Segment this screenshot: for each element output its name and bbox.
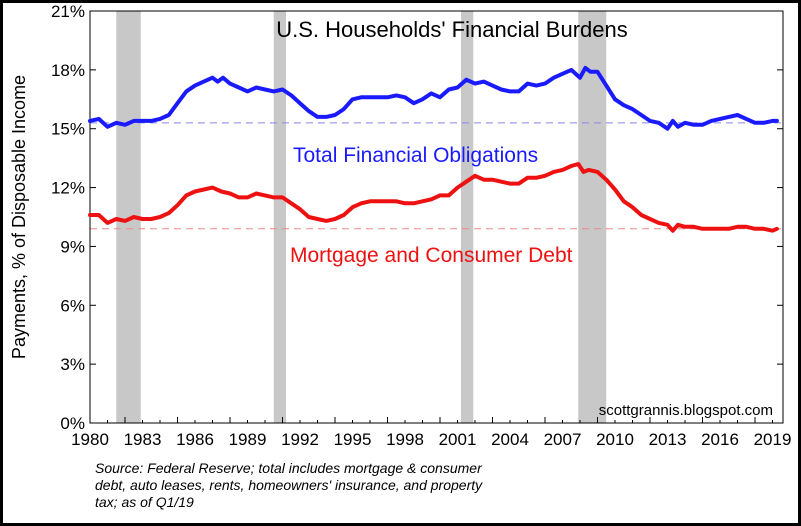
source-note-line-2: debt, auto leases, rents, homeowners' in…: [95, 477, 483, 493]
x-tick-label: 2016: [701, 430, 739, 449]
x-tick-label: 1980: [71, 430, 109, 449]
y-tick-label: 0%: [60, 414, 85, 433]
recession-band-2: [273, 11, 286, 423]
recession-bands: [116, 11, 607, 423]
y-axis-label: Payments, % of Disposable Income: [9, 75, 29, 359]
y-tick-label: 18%: [51, 61, 85, 80]
x-tick-label: 2010: [596, 430, 634, 449]
y-tick-label: 21%: [51, 3, 85, 21]
x-tick-label: 1995: [334, 430, 372, 449]
y-tick-label: 15%: [51, 120, 85, 139]
series-label-mortgage-consumer-debt: Mortgage and Consumer Debt: [290, 244, 573, 267]
x-tick-label: 2001: [439, 430, 477, 449]
y-tick-label: 6%: [60, 296, 85, 315]
average-lines: [90, 122, 783, 230]
x-tick-label: 1986: [176, 430, 214, 449]
x-tick-label: 1983: [124, 430, 162, 449]
y-tick-label: 9%: [60, 237, 85, 256]
plot-area-border: [89, 10, 784, 424]
x-tick-label: 2019: [754, 430, 792, 449]
y-tick-labels: 0% 3% 6% 9% 12% 15% 18% 21%: [51, 3, 85, 433]
recession-band-3: [461, 11, 474, 423]
source-note-line-1: Source: Federal Reserve; total includes …: [95, 460, 483, 476]
series-line-total-financial-obligations: [88, 65, 779, 131]
chart-canvas: 0% 3% 6% 9% 12% 15% 18% 21% 1980 1983 1986 1989 199…: [3, 3, 798, 523]
axis-ticks: [89, 10, 783, 424]
x-tick-label: 2007: [544, 430, 582, 449]
x-tick-label: 1998: [386, 430, 424, 449]
series-label-total-financial-obligations: Total Financial Obligations: [293, 144, 538, 167]
x-tick-label: 1989: [229, 430, 267, 449]
x-tick-label: 1992: [281, 430, 319, 449]
source-note-line-3: tax; as of Q1/19: [95, 494, 194, 510]
y-tick-label: 12%: [51, 179, 85, 198]
chart-title: U.S. Households' Financial Burdens: [276, 17, 628, 42]
x-tick-labels: 1980 1983 1986 1989 1992 1995 1998 2001 2004 2007…: [71, 430, 791, 449]
credit-label: scottgrannis.blogspot.com: [599, 402, 773, 419]
chart-svg: 0% 3% 6% 9% 12% 15% 18% 21% 1980 1983 1986 1989 199…: [9, 3, 791, 510]
series-line-mortgage-consumer-debt: [88, 162, 779, 233]
x-tick-label: 2004: [491, 430, 529, 449]
x-tick-label: 2013: [649, 430, 687, 449]
series-lines: [88, 65, 779, 233]
y-tick-label: 3%: [60, 355, 85, 374]
